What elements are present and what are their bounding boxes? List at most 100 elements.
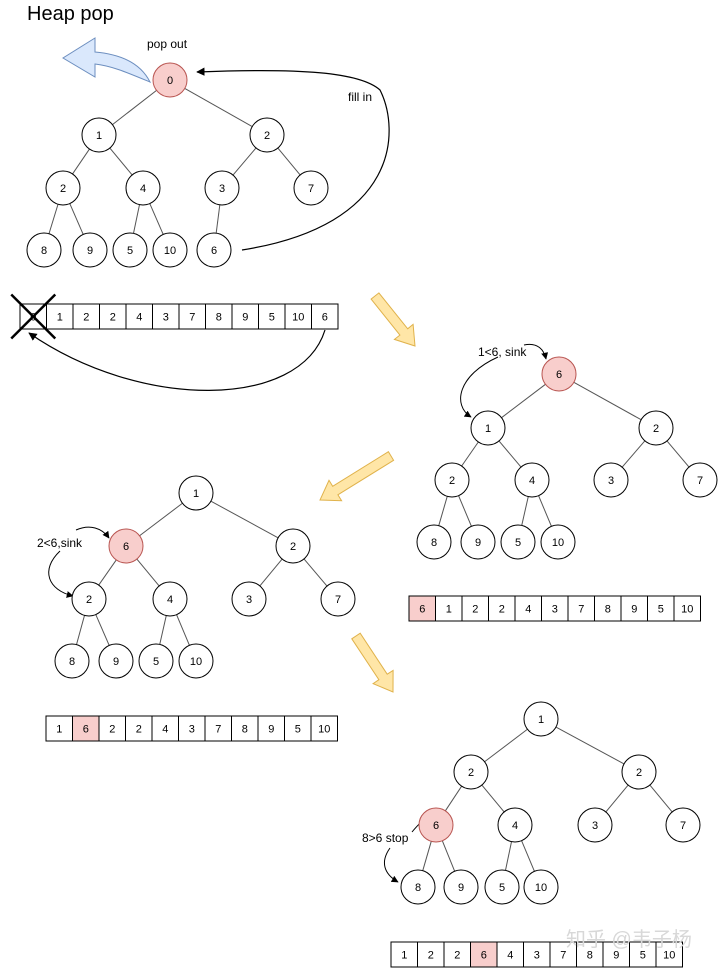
tree-node-circle [152, 62, 188, 98]
tree-node: 6 [196, 232, 232, 268]
tree-node: 10 [178, 643, 214, 679]
step-arrow [370, 292, 416, 347]
tree-node-label: 10 [190, 656, 202, 668]
array-cell: 2 [99, 303, 127, 330]
tree-node-label: 9 [87, 245, 93, 257]
array-cell-value: 2 [110, 312, 116, 324]
array-cell: 5 [258, 303, 286, 330]
array-cell-value: 3 [163, 312, 169, 324]
tree-node-circle [196, 232, 232, 268]
tree-node: 2 [249, 117, 285, 153]
tree-node-circle [484, 869, 520, 905]
array-cell-box [620, 595, 648, 622]
tree-edge [521, 840, 535, 872]
tree-edge [210, 500, 279, 539]
tree-node-circle [138, 643, 174, 679]
array-cell: 2 [443, 941, 471, 968]
cross-mark-line [10, 293, 57, 340]
tree-node: 1 [178, 475, 214, 511]
array-cell-value: 4 [162, 724, 168, 736]
array-cell: 9 [620, 595, 648, 622]
tree-node: 9 [98, 643, 134, 679]
tree-node: 0 [152, 62, 188, 98]
array-cell-box [549, 941, 577, 968]
array-cell: 1 [45, 715, 73, 742]
array-cell: 9 [257, 715, 285, 742]
array-cell-box [629, 941, 657, 968]
sink-arrow-1a [523, 343, 549, 360]
array-cell-value: 1 [56, 724, 62, 736]
tree-node: 5 [112, 232, 148, 268]
tree-node-label: 10 [535, 882, 547, 894]
sink-arrow-2a [75, 526, 110, 539]
array-cell-value: 10 [292, 312, 304, 324]
tree-edge [458, 495, 472, 527]
array-cell-box [311, 303, 339, 330]
tree-node-circle [125, 170, 161, 206]
tree-node-circle [71, 581, 107, 617]
tree-edge [621, 440, 646, 468]
tree-node-circle [108, 528, 144, 564]
tree-edge [498, 440, 522, 468]
tree-node-circle [577, 807, 613, 843]
array-cell: 9 [602, 941, 630, 968]
array-cell: 8 [205, 303, 233, 330]
tree-edge [501, 383, 546, 419]
array-cell-box [655, 941, 683, 968]
tree-edge [666, 440, 690, 468]
pop-out-label: pop out [147, 37, 188, 51]
tree-node-label: 4 [512, 820, 518, 832]
tree-node: 5 [484, 869, 520, 905]
array-cell-value: 10 [318, 724, 330, 736]
tree-node-circle [275, 528, 311, 564]
array-cell: 6 [311, 303, 339, 330]
array-cell-value: 2 [499, 604, 505, 616]
tree-node: 5 [138, 643, 174, 679]
array-cell-value: 2 [454, 950, 460, 962]
sink-arrow-2b [48, 550, 74, 598]
tree-edge [215, 204, 221, 234]
array-cell-box [541, 595, 569, 622]
tree-node-circle [400, 869, 436, 905]
tree-node-circle [418, 807, 454, 843]
tree-node: 10 [152, 232, 188, 268]
tree-node-label: 7 [680, 820, 686, 832]
tree-node-circle [293, 170, 329, 206]
array-cell-box [204, 715, 232, 742]
tree-edge [109, 147, 133, 176]
tree-edge [132, 204, 141, 234]
tree-node: 6 [108, 528, 144, 564]
array-cell-value: 8 [242, 724, 248, 736]
tree-node-circle [178, 643, 214, 679]
tree-edge [69, 203, 84, 235]
array-cell: 10 [673, 595, 701, 622]
array-cell-value: 6 [419, 604, 425, 616]
array-cell: 10 [284, 303, 312, 330]
tree-node-circle [249, 117, 285, 153]
array-cell-value: 6 [322, 312, 328, 324]
tree-node-circle [416, 524, 452, 560]
tree-node-circle [178, 475, 214, 511]
array-cell-box [310, 715, 338, 742]
array-cell-box [496, 941, 524, 968]
tree-node-label: 4 [529, 475, 535, 487]
array-cell-box [470, 941, 498, 968]
tree-node-label: 9 [113, 656, 119, 668]
fill-in-label: fill in [348, 90, 372, 104]
array-cell-box [576, 941, 604, 968]
tree-node-label: 2 [449, 475, 455, 487]
tree-node-label: 9 [475, 537, 481, 549]
array-cell: 6 [408, 595, 436, 622]
array-cell: 3 [178, 715, 206, 742]
array-cell-value: 6 [481, 950, 487, 962]
tree-edge [649, 784, 673, 813]
array-cell-value: 1 [446, 604, 452, 616]
tree-node: 2 [621, 754, 657, 790]
tree-node-circle [320, 581, 356, 617]
tree-edge [438, 496, 448, 526]
array-step3: 1 2 2 6 4 3 7 8 9 5 10 [390, 941, 683, 968]
tree-edge [98, 559, 117, 586]
array-cell: 8 [231, 715, 259, 742]
tree-node-label: 2 [468, 767, 474, 779]
